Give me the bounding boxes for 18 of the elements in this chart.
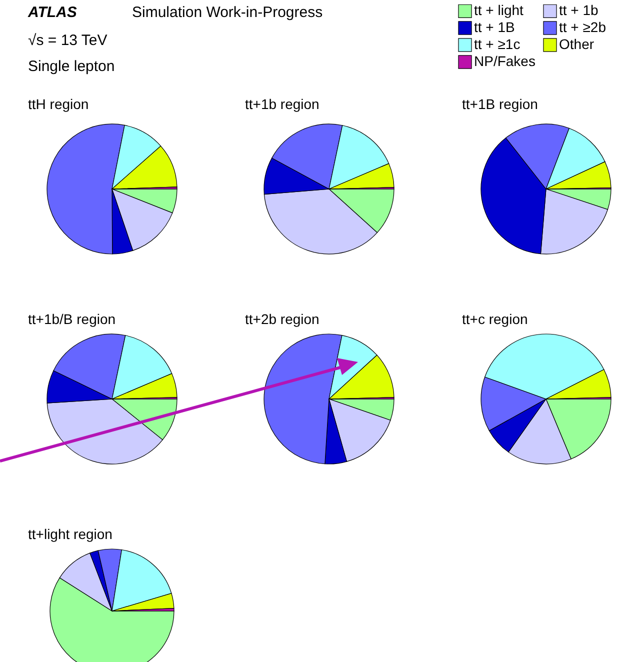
text: Single lepton [28,58,115,75]
legend-label: tt + ≥2b [559,19,606,35]
chart-title: tt+2b region [245,310,320,327]
legend-label: tt + 1B [474,19,515,35]
legend-label: tt + 1b [559,2,599,18]
text: ATLAS [28,4,77,21]
text: √s = 13 TeV [28,32,108,49]
chart-title: tt+c region [462,310,528,327]
legend-label: tt + light [474,2,524,18]
text: Simulation Work-in-Progress [132,4,323,21]
legend-label: Other [559,36,594,52]
legend-label: NP/Fakes [474,53,536,69]
chart-title: tt+1B region [462,96,538,112]
text: ttH region [28,96,89,112]
chart-title: tt+1b/B region [28,310,116,327]
legend-label: tt + ≥1c [474,36,520,52]
chart-title: tt+light region [28,526,112,542]
chart-title: tt+1b region [245,96,320,112]
